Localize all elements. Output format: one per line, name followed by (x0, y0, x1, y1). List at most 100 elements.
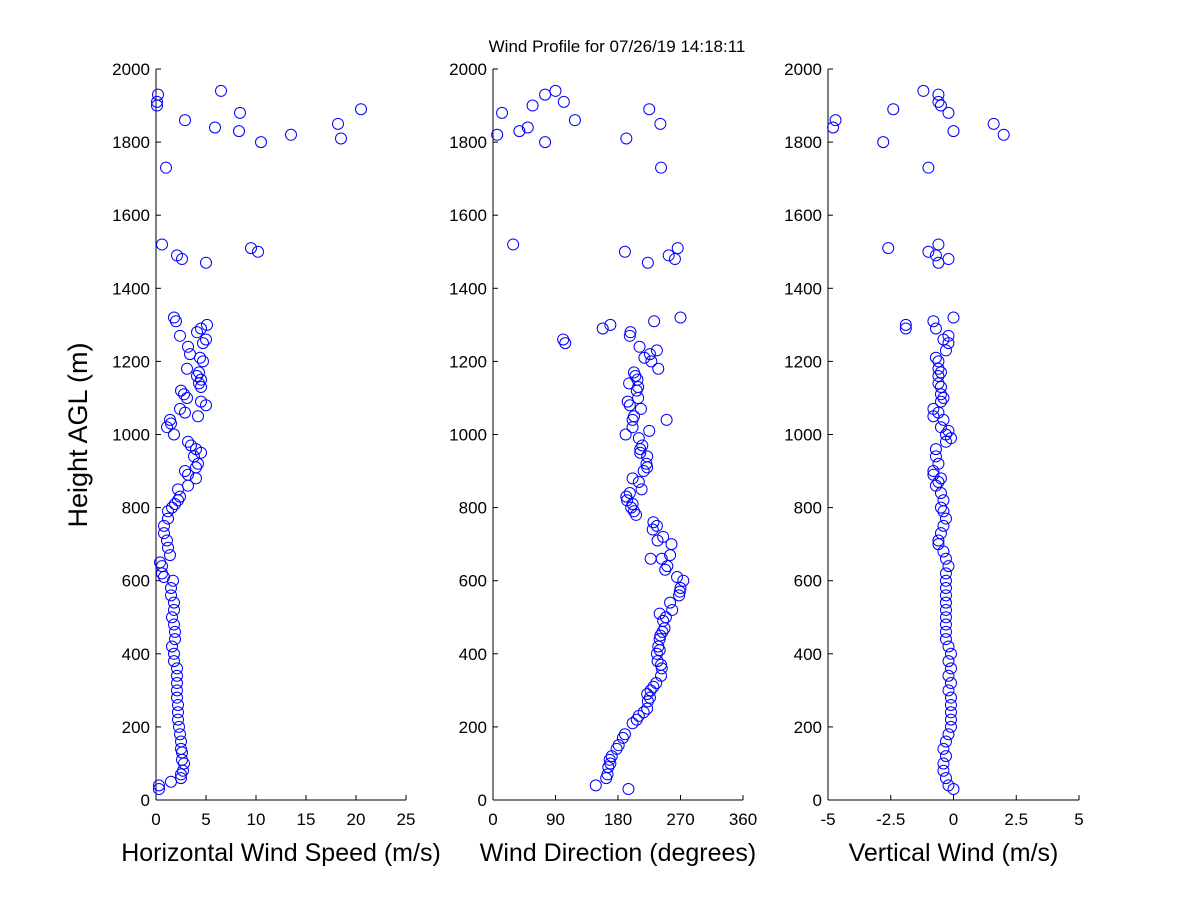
data-point (939, 574, 952, 587)
data-point (197, 337, 209, 350)
x-tick-label: 10 (247, 810, 266, 829)
data-point (887, 103, 900, 116)
data-point (827, 121, 840, 134)
data-point (939, 589, 952, 602)
data-point (944, 713, 957, 726)
data-point (654, 117, 667, 130)
data-point (195, 395, 207, 408)
data-point (882, 242, 895, 255)
data-point (929, 479, 942, 492)
data-point (635, 483, 648, 496)
data-point (193, 366, 205, 379)
data-point (197, 355, 209, 368)
data-point (655, 161, 668, 174)
data-point (939, 625, 952, 638)
data-point (332, 117, 344, 130)
data-point (604, 318, 617, 331)
data-point (627, 410, 640, 423)
data-point (168, 311, 180, 324)
data-point (621, 395, 634, 408)
y-tick-label: 400 (122, 645, 150, 664)
data-point (655, 662, 668, 675)
y-tick-label: 1400 (112, 279, 150, 298)
data-point (153, 779, 165, 792)
x-tick-label: 5 (1074, 810, 1083, 829)
data-point (939, 344, 952, 357)
data-point (942, 728, 955, 741)
data-point (162, 541, 174, 554)
data-point (934, 99, 947, 112)
data-point (161, 534, 173, 547)
data-point (153, 783, 165, 796)
data-point (176, 746, 188, 759)
data-point (169, 625, 181, 638)
data-point (568, 114, 581, 127)
data-point (641, 450, 654, 463)
data-point (922, 161, 935, 174)
data-point (942, 684, 955, 697)
x-tick-label: 360 (729, 810, 757, 829)
data-point (539, 88, 552, 101)
data-point (179, 465, 191, 478)
data-point (947, 125, 960, 138)
data-point (175, 384, 187, 397)
data-point (168, 596, 180, 609)
data-point (661, 560, 674, 573)
y-tick-label: 0 (141, 791, 150, 810)
data-point (657, 530, 670, 543)
data-point (171, 677, 183, 690)
data-point (612, 739, 625, 752)
data-point (175, 742, 187, 755)
data-point (161, 421, 173, 434)
data-point (179, 114, 191, 127)
data-point (660, 413, 673, 426)
data-point (829, 114, 842, 127)
data-point (641, 702, 654, 715)
data-point (191, 326, 203, 339)
data-point (620, 132, 633, 145)
x-tick-label: 5 (201, 810, 210, 829)
data-point (942, 253, 955, 266)
data-point (200, 256, 212, 269)
data-point (939, 750, 952, 763)
data-point (944, 706, 957, 719)
data-point (172, 698, 184, 711)
data-point (934, 501, 947, 514)
data-point (932, 362, 945, 375)
data-point (643, 424, 656, 437)
data-point (165, 589, 177, 602)
x-axis-label: Horizontal Wind Speed (m/s) (121, 839, 441, 867)
data-point (932, 534, 945, 547)
data-point (932, 457, 945, 470)
data-point (624, 326, 637, 339)
data-point (942, 669, 955, 682)
x-tick-label: 15 (297, 810, 316, 829)
data-point (942, 640, 955, 653)
data-point (652, 362, 665, 375)
data-point (922, 245, 935, 258)
data-point (937, 757, 950, 770)
data-point (192, 410, 204, 423)
data-point (634, 446, 647, 459)
data-point (632, 476, 645, 489)
data-point (618, 728, 631, 741)
data-point (917, 84, 930, 97)
data-point (175, 772, 187, 785)
data-point (168, 647, 180, 660)
data-point (641, 688, 654, 701)
data-point (521, 121, 534, 134)
data-point (927, 402, 940, 415)
data-point (182, 468, 194, 481)
data-point (626, 717, 639, 730)
data-point (668, 253, 681, 266)
y-tick-label: 800 (459, 499, 487, 518)
data-point (664, 596, 677, 609)
data-point (355, 103, 367, 116)
data-point (168, 603, 180, 616)
data-point (939, 552, 952, 565)
data-point (637, 706, 650, 719)
data-point (165, 582, 177, 595)
data-point (557, 333, 570, 346)
y-tick-label: 1000 (449, 426, 487, 445)
y-tick-label: 1400 (784, 279, 822, 298)
